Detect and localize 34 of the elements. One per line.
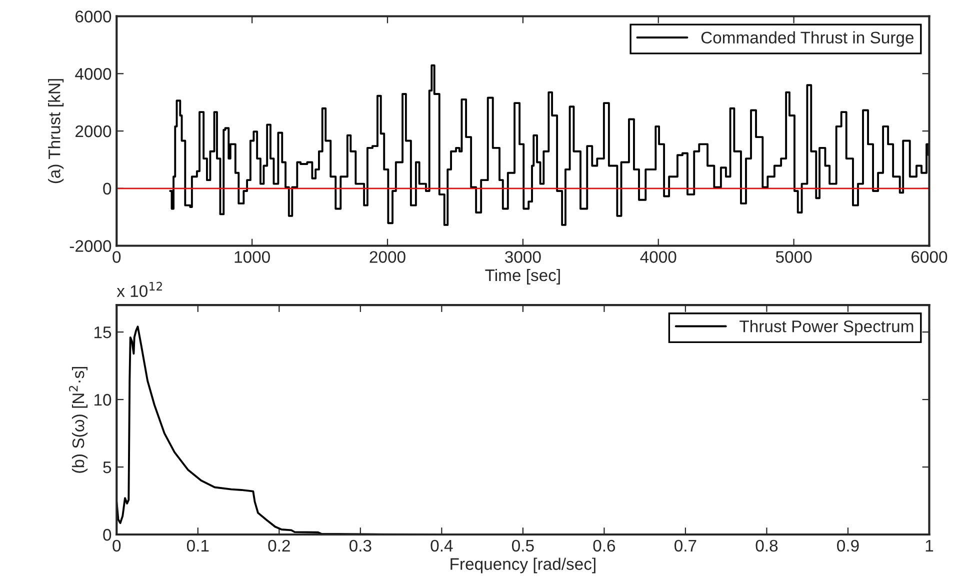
legend-label: Thrust Power Spectrum — [740, 320, 914, 336]
x-tick-label: 0.8 — [756, 540, 778, 552]
y-axis-title: (b) S(ω) [N$^{2}$·s] — [69, 366, 88, 473]
x-tick-label: 0.5 — [512, 540, 534, 552]
x-tick-label: 0.7 — [674, 540, 696, 552]
y-tick-label: 5 — [103, 462, 112, 474]
y-tick-label: 2000 — [76, 125, 112, 138]
x-tick-label: 3000 — [505, 251, 541, 263]
x-tick-label: 0.4 — [430, 540, 453, 552]
y-tick-label: 10 — [94, 394, 112, 406]
y-tick-label: 15 — [94, 326, 112, 338]
legend-label: Commanded Thrust in Surge — [701, 31, 914, 47]
x-tick-label: 1000 — [234, 251, 270, 263]
y-tick-label: -2000 — [70, 240, 112, 252]
x-axis-title: Frequency [rad/sec] — [450, 558, 596, 574]
x-tick-label: 6000 — [912, 251, 948, 263]
x-tick-label: 0.3 — [349, 540, 372, 552]
y-axis-title: (a) Thrust [kN] — [48, 79, 64, 184]
x-axis-title: Time [sec] — [485, 268, 560, 284]
x-tick-label: 5000 — [776, 251, 812, 263]
text: x 10$^{12}$ — [116, 282, 162, 298]
x-tick-label: 0 — [112, 251, 121, 263]
x-tick-label: 0.2 — [268, 540, 290, 552]
x-tick-label: 0.6 — [593, 540, 616, 552]
y-tick-label: 4000 — [75, 68, 112, 80]
x-tick-label: 1 — [926, 540, 934, 552]
y-tick-label: 0 — [103, 528, 112, 541]
x-tick-label: 2000 — [370, 251, 406, 263]
x-tick-label: 0.9 — [837, 540, 859, 552]
y-tick-label: 0 — [103, 182, 112, 195]
y-tick-label: 6000 — [76, 10, 112, 22]
x-tick-label: 0.1 — [186, 540, 209, 552]
x-tick-label: 0 — [112, 540, 121, 552]
x-tick-label: 4000 — [640, 251, 676, 263]
